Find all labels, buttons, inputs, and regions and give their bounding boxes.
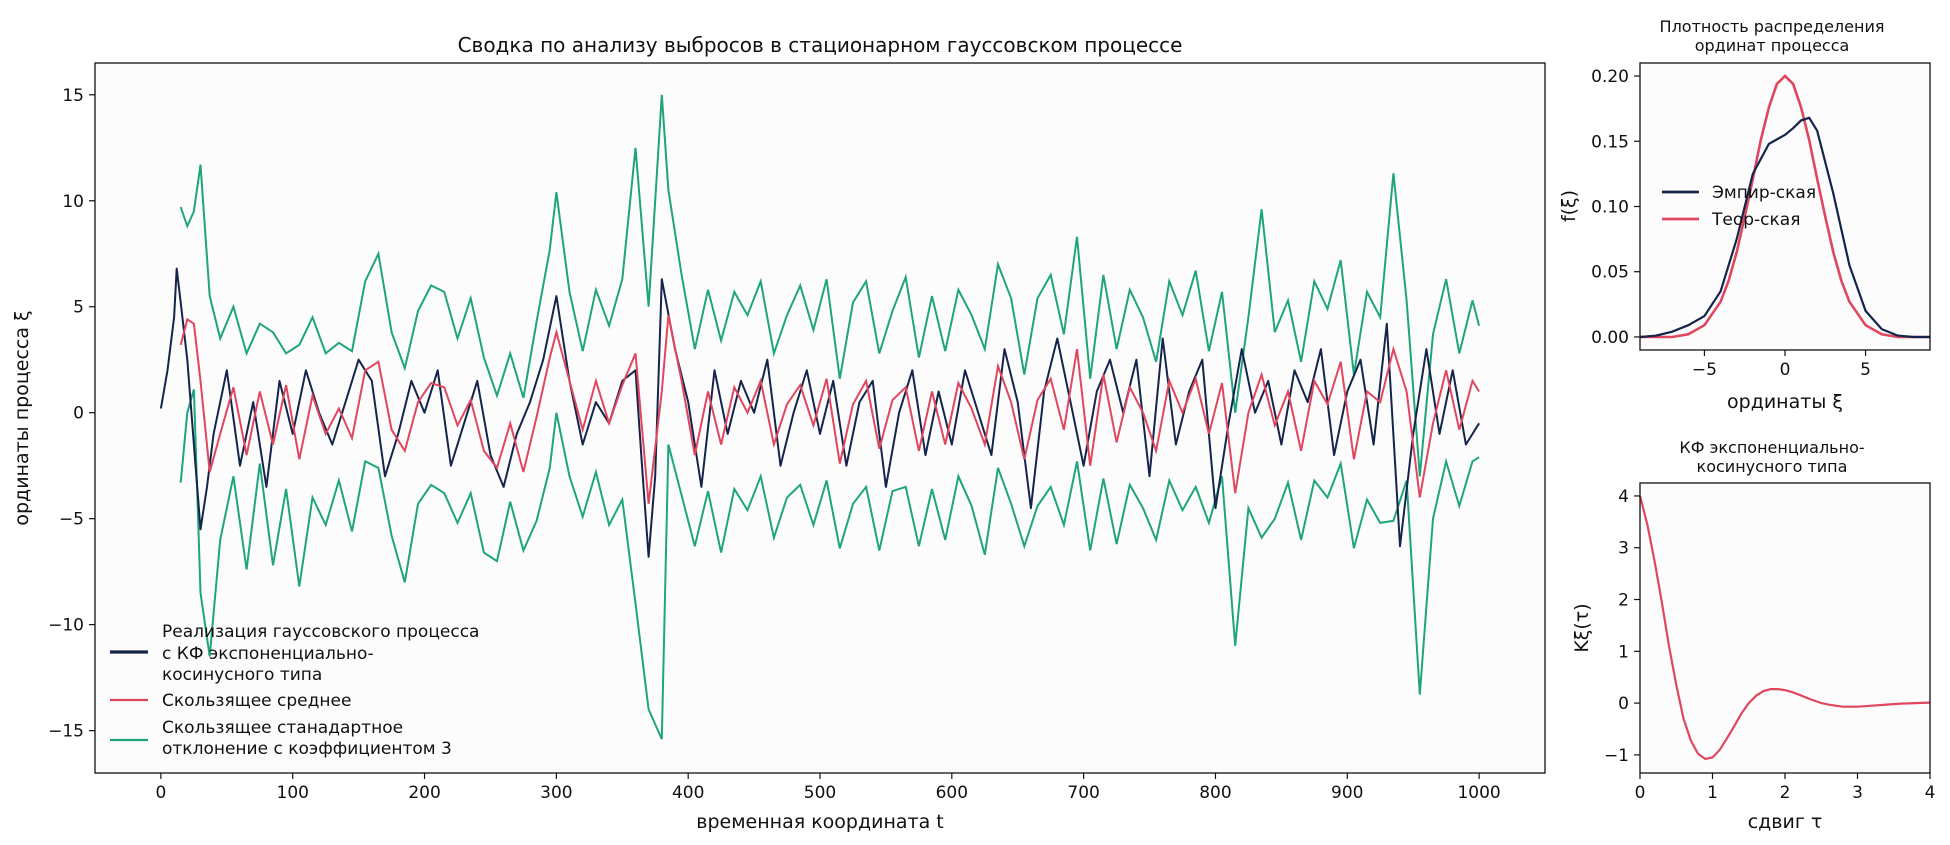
series-moving-std-upper	[179, 94, 1481, 477]
main-series-group	[159, 94, 1481, 740]
legend-label-empirical: Эмпир-ская	[1712, 183, 1816, 203]
legend-label-moving-std-line2: отклонение с коэффициентом 3	[162, 739, 452, 759]
correlation-y-tick-label: 2	[1618, 591, 1629, 611]
main-x-tick-label: 200	[408, 783, 440, 803]
main-x-tick-label: 0	[155, 783, 166, 803]
main-x-tick-label: 700	[1067, 783, 1099, 803]
series-moving-mean	[179, 315, 1480, 504]
main-x-ticks: 0 100 200 300 400 500 600 700 800 900 1000	[155, 773, 1501, 803]
density-y-tick-label: 0.15	[1591, 132, 1629, 152]
correlation-y-axis-label: Kξ(τ)	[1571, 603, 1593, 652]
main-y-tick-label: 10	[62, 192, 84, 212]
main-y-ticks: −15 −10 −5 0 5 10 15	[48, 86, 95, 742]
density-y-tick-label: 0.00	[1591, 328, 1629, 348]
correlation-x-tick-label: 2	[1780, 783, 1791, 803]
density-x-ticks: −5 0 5	[1692, 350, 1871, 380]
correlation-chart: 0 1 2 3 4 −1 0 1 2 3 4 КФ экспоненциально- косину…	[1571, 438, 1935, 833]
correlation-y-tick-label: 4	[1618, 487, 1629, 507]
correlation-x-ticks: 0 1 2 3 4	[1635, 773, 1936, 803]
legend-label-moving-std-line1: Скользящее станадартное	[162, 718, 403, 738]
series-correlation-function	[1638, 495, 1931, 761]
series-realization	[159, 267, 1480, 558]
density-y-tick-label: 0.10	[1591, 198, 1629, 218]
correlation-title-line1: КФ экспоненциально-	[1679, 438, 1864, 457]
legend-label-realization-line2: с КФ экспоненциально-	[162, 644, 374, 664]
main-y-tick-label: 5	[73, 298, 84, 318]
main-x-tick-label: 600	[936, 783, 968, 803]
main-plot-area	[95, 63, 1545, 773]
density-series-group	[1639, 74, 1930, 339]
density-legend: Эмпир-ская Теор-ская	[1662, 183, 1816, 230]
main-y-tick-label: 0	[73, 404, 84, 424]
density-chart: −5 0 5 0.00 0.05 0.10 0.15 0.20 Плотность расп…	[1558, 17, 1931, 413]
series-empirical-density	[1639, 116, 1930, 339]
density-y-ticks: 0.00 0.05 0.10 0.15 0.20	[1591, 67, 1640, 348]
correlation-x-tick-label: 4	[1925, 783, 1936, 803]
correlation-x-tick-label: 0	[1635, 783, 1646, 803]
legend-label-theoretical: Теор-ская	[1711, 210, 1800, 230]
correlation-y-tick-label: −1	[1604, 746, 1629, 766]
main-x-axis-label: временная координата t	[696, 811, 943, 833]
correlation-x-axis-label: сдвиг τ	[1748, 811, 1823, 833]
correlation-y-tick-label: 0	[1618, 694, 1629, 714]
correlation-title-line2: косинусного типа	[1697, 457, 1848, 476]
correlation-y-tick-label: 3	[1618, 539, 1629, 559]
density-title-line2: ординат процесса	[1695, 36, 1850, 55]
main-legend: Реализация гауссовского процесса с КФ эк…	[110, 622, 479, 759]
main-x-tick-label: 800	[1199, 783, 1231, 803]
main-y-axis-label: ординаты процесса ξ	[11, 310, 33, 525]
density-y-axis-label: f(ξ)	[1558, 190, 1580, 222]
main-y-tick-label: −15	[48, 722, 84, 742]
main-x-tick-label: 900	[1331, 783, 1363, 803]
main-x-tick-label: 100	[277, 783, 309, 803]
density-y-tick-label: 0.05	[1591, 263, 1629, 283]
density-y-tick-label: 0.20	[1591, 67, 1629, 87]
main-chart-title: Сводка по анализу выбросов в стационарно…	[458, 33, 1183, 57]
main-y-tick-label: −10	[48, 616, 84, 636]
main-x-tick-label: 300	[540, 783, 572, 803]
correlation-y-tick-label: 1	[1618, 642, 1629, 662]
correlation-x-tick-label: 3	[1852, 783, 1863, 803]
main-x-tick-label: 1000	[1457, 783, 1500, 803]
density-x-axis-label: ординаты ξ	[1727, 391, 1843, 413]
series-moving-std-lower	[179, 389, 1480, 740]
legend-label-realization-line1: Реализация гауссовского процесса	[162, 622, 479, 642]
density-x-tick-label: −5	[1692, 360, 1717, 380]
main-y-tick-label: 15	[62, 86, 84, 106]
main-x-tick-label: 500	[804, 783, 836, 803]
density-x-tick-label: 0	[1780, 360, 1791, 380]
main-chart: 0 100 200 300 400 500 600 700 800 900 1000 −15−10−…	[11, 33, 1546, 833]
legend-label-moving-mean: Скользящее среднее	[162, 691, 351, 711]
correlation-y-ticks: −1 0 1 2 3 4	[1604, 487, 1640, 766]
correlation-series-group	[1638, 495, 1931, 761]
main-y-tick-label: −5	[59, 510, 84, 530]
legend-label-realization-line3: косинусного типа	[162, 665, 322, 685]
density-plot-area	[1640, 63, 1930, 350]
correlation-x-tick-label: 1	[1707, 783, 1718, 803]
density-x-tick-label: 5	[1860, 360, 1871, 380]
main-x-tick-label: 400	[672, 783, 704, 803]
series-theoretical-density	[1640, 74, 1930, 339]
density-title-line1: Плотность распределения	[1660, 17, 1885, 36]
correlation-plot-area	[1640, 483, 1930, 773]
